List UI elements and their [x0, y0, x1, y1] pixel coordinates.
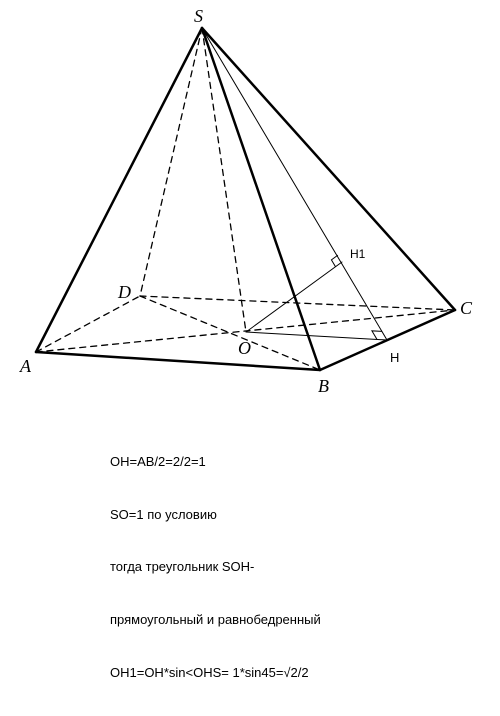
- svg-text:H1: H1: [350, 247, 366, 261]
- caption-block: OH=AB/2=2/2=1 SO=1 по условию тогда треу…: [110, 418, 321, 716]
- pyramid-diagram: S A B C D O H H1: [0, 0, 500, 415]
- svg-text:D: D: [117, 282, 131, 302]
- svg-text:H: H: [390, 350, 399, 365]
- svg-text:B: B: [318, 376, 329, 396]
- caption-line-5: OH1=OH*sin<OHS= 1*sin45=√2/2: [110, 664, 321, 682]
- svg-text:C: C: [460, 298, 473, 318]
- figure-container: SABCDOHH1 OH=AB/2=2/2=1 SO=1 по условию …: [0, 0, 500, 509]
- caption-line-3: тогда треугольник SOH-: [110, 558, 321, 576]
- svg-text:A: A: [19, 356, 32, 376]
- caption-line-2: SO=1 по условию: [110, 506, 321, 524]
- svg-text:O: O: [238, 338, 251, 358]
- caption-line-4: прямоугольный и равнобедренный: [110, 611, 321, 629]
- caption-line-1: OH=AB/2=2/2=1: [110, 453, 321, 471]
- svg-text:S: S: [194, 6, 203, 26]
